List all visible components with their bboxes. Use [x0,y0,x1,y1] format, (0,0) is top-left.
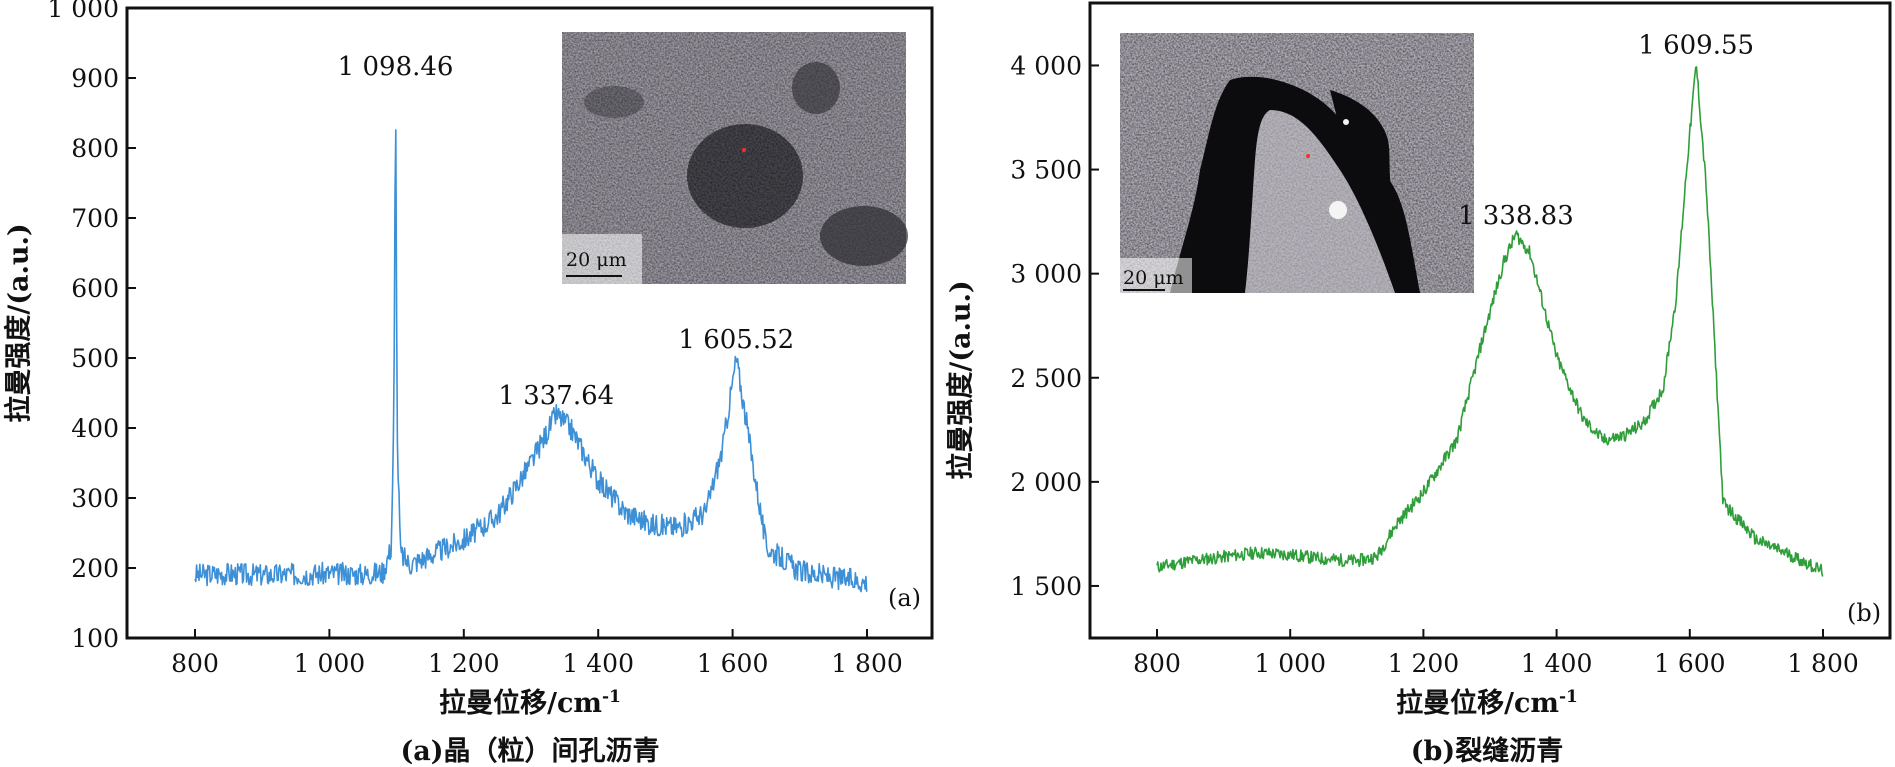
figure-caption: (b)裂缝沥青 [1411,735,1563,767]
x-axis-ticks: 800 1 000 1 200 1 400 1 600 1 800 [171,629,903,678]
panel-a: 100 200 300 400 500 600 700 800 900 1 000 800 1 00… [3,0,934,767]
y-tick-label: 3 500 [1010,156,1082,185]
x-tick-label: 800 [1133,649,1181,678]
y-tick-label: 1 000 [47,0,119,23]
peak-labels: 1 338.83 1 609.55 [1458,30,1754,231]
panel-tag: (b) [1847,599,1881,627]
x-tick-label: 1 400 [1521,649,1593,678]
x-tick-label: 1 000 [1254,649,1326,678]
x-axis-title: 拉曼位移/cm-1 [439,687,621,719]
y-tick-label: 1 500 [1010,572,1082,601]
y-tick-label: 300 [71,484,119,513]
peak-labels: 1 098.46 1 337.64 1 605.52 [338,52,795,411]
y-tick-label: 500 [71,344,119,373]
x-tick-label: 1 200 [428,649,500,678]
plot-frame [1088,1,1892,640]
peak-label: 1 338.83 [1458,201,1574,231]
inset-micrograph: 20 μm [562,32,908,284]
x-tick-label: 1 600 [697,649,769,678]
x-axis-title: 拉曼位移/cm-1 [1396,687,1578,719]
spectrum-line [194,129,868,593]
peak-label: 1 337.64 [498,381,614,411]
spectrum-line [1156,66,1824,577]
laser-spot [742,148,746,152]
y-tick-label: 800 [71,134,119,163]
y-tick-label: 700 [71,204,119,233]
inset-micrograph: 20 μm [1120,33,1474,293]
x-tick-label: 1 400 [562,649,634,678]
x-axis-ticks: 800 1 000 1 200 1 400 1 600 1 800 [1133,629,1859,678]
plot-frame [125,6,934,640]
figure-caption: (a)晶（粒）间孔沥青 [400,736,659,767]
x-tick-label: 800 [171,649,219,678]
y-tick-label: 2 000 [1010,468,1082,497]
scale-bar-label: 20 μm [566,249,627,271]
peak-label: 1 609.55 [1638,30,1754,60]
x-tick-label: 1 000 [294,649,366,678]
y-tick-label: 900 [71,64,119,93]
x-tick-label: 1 200 [1388,649,1460,678]
x-tick-label: 1 800 [1787,649,1859,678]
y-tick-label: 2 500 [1010,364,1082,393]
y-tick-label: 100 [71,624,119,653]
y-tick-label: 4 000 [1010,51,1082,80]
y-axis-ticks: 1 500 2 000 2 500 3 000 3 500 4 000 [1010,51,1099,601]
laser-spot [1306,154,1310,158]
y-tick-label: 400 [71,414,119,443]
x-tick-label: 1 600 [1654,649,1726,678]
scale-bar-label: 20 μm [1123,267,1184,289]
y-axis-title: 拉曼强度/(a.u.) [3,223,35,422]
y-axis-title: 拉曼强度/(a.u.) [945,280,977,479]
y-tick-label: 3 000 [1010,260,1082,289]
y-axis-ticks: 100 200 300 400 500 600 700 800 900 1 000 [47,0,136,653]
peak-label: 1 605.52 [678,325,794,355]
peak-label: 1 098.46 [338,52,454,82]
y-tick-label: 200 [71,554,119,583]
y-tick-label: 600 [71,274,119,303]
panel-tag: (a) [888,584,921,612]
panel-b: 1 500 2 000 2 500 3 000 3 500 4 000 800 1 000 1… [945,1,1892,767]
x-tick-label: 1 800 [831,649,903,678]
